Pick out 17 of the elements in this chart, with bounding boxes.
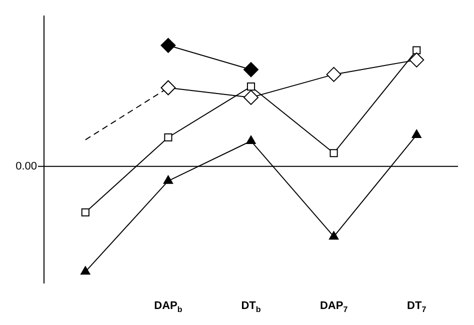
point [164, 133, 172, 142]
point [163, 175, 174, 184]
point [330, 149, 338, 158]
point [412, 129, 422, 138]
point [246, 136, 256, 144]
point [412, 46, 421, 54]
point [409, 52, 424, 68]
point [80, 266, 90, 275]
point [160, 80, 176, 96]
point [328, 231, 339, 240]
ref-line-label: 0.00 [16, 160, 37, 172]
point [326, 66, 342, 82]
point [81, 208, 90, 216]
point [244, 90, 258, 105]
point [244, 62, 258, 78]
point [246, 82, 256, 91]
point [160, 38, 176, 53]
